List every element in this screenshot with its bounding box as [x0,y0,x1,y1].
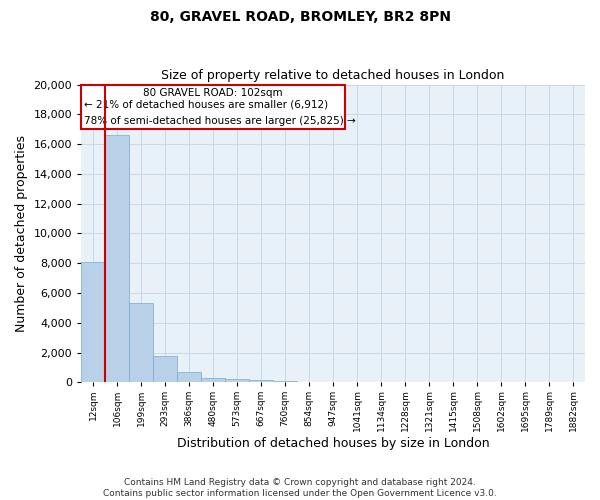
Bar [153,356,177,382]
Text: Contains HM Land Registry data © Crown copyright and database right 2024.
Contai: Contains HM Land Registry data © Crown c… [103,478,497,498]
Text: 78% of semi-detached houses are larger (25,825) →: 78% of semi-detached houses are larger (… [83,116,355,126]
Title: Size of property relative to detached houses in London: Size of property relative to detached ho… [161,69,505,82]
Bar [249,380,273,382]
Text: ← 21% of detached houses are smaller (6,912): ← 21% of detached houses are smaller (6,… [83,100,328,110]
FancyBboxPatch shape [81,84,345,129]
Bar [201,378,225,382]
Bar [225,380,249,382]
Y-axis label: Number of detached properties: Number of detached properties [15,135,28,332]
Bar [105,135,129,382]
Bar [81,262,105,382]
Text: 80 GRAVEL ROAD: 102sqm: 80 GRAVEL ROAD: 102sqm [143,88,283,98]
Bar [273,381,297,382]
Text: 80, GRAVEL ROAD, BROMLEY, BR2 8PN: 80, GRAVEL ROAD, BROMLEY, BR2 8PN [149,10,451,24]
Bar [177,372,201,382]
Bar [129,304,153,382]
X-axis label: Distribution of detached houses by size in London: Distribution of detached houses by size … [177,437,490,450]
